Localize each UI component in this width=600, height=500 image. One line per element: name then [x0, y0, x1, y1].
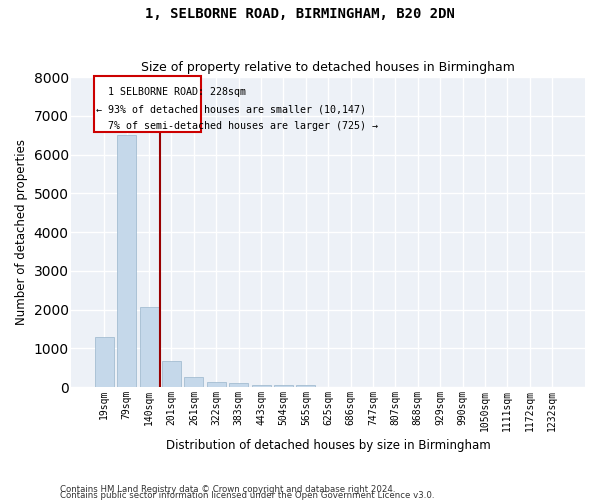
Bar [184, 377, 203, 388]
Bar [207, 382, 226, 388]
Text: Contains public sector information licensed under the Open Government Licence v3: Contains public sector information licen… [60, 491, 434, 500]
Bar [229, 384, 248, 388]
Bar [95, 337, 114, 388]
Bar [274, 386, 293, 388]
Text: ← 93% of detached houses are smaller (10,147): ← 93% of detached houses are smaller (10… [96, 104, 366, 114]
X-axis label: Distribution of detached houses by size in Birmingham: Distribution of detached houses by size … [166, 440, 491, 452]
Bar [296, 385, 316, 388]
Title: Size of property relative to detached houses in Birmingham: Size of property relative to detached ho… [141, 62, 515, 74]
Text: 1, SELBORNE ROAD, BIRMINGHAM, B20 2DN: 1, SELBORNE ROAD, BIRMINGHAM, B20 2DN [145, 8, 455, 22]
Y-axis label: Number of detached properties: Number of detached properties [15, 139, 28, 325]
Bar [117, 135, 136, 388]
Bar [251, 385, 271, 388]
FancyBboxPatch shape [94, 76, 200, 132]
Bar [140, 306, 158, 388]
Bar [162, 362, 181, 388]
Text: 7% of semi-detached houses are larger (725) →: 7% of semi-detached houses are larger (7… [96, 122, 378, 132]
Text: Contains HM Land Registry data © Crown copyright and database right 2024.: Contains HM Land Registry data © Crown c… [60, 484, 395, 494]
Text: 1 SELBORNE ROAD: 228sqm: 1 SELBORNE ROAD: 228sqm [96, 87, 246, 97]
